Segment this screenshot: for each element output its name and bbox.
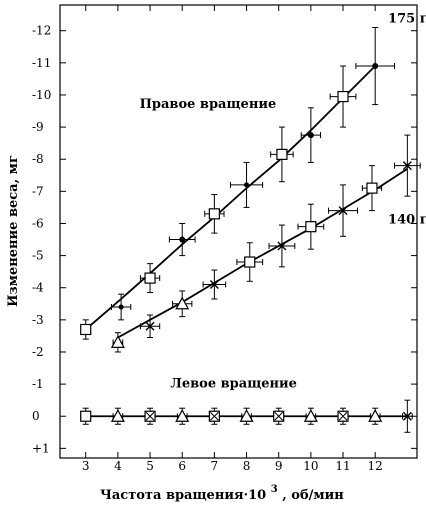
point-marker-cross: [338, 411, 348, 421]
point-marker-square: [80, 410, 92, 422]
point-marker-x: [338, 206, 348, 216]
series-label: 140 г: [388, 212, 426, 227]
y-tick-label: -3: [32, 313, 44, 327]
x-axis-label: Частота вращения·10 3 , об/мин: [100, 481, 344, 503]
point-marker-cross: [145, 411, 155, 421]
series-line: [117, 168, 408, 339]
point-marker-plus: [118, 304, 124, 310]
y-tick-label: -8: [32, 152, 44, 166]
point-marker-triangle: [175, 296, 190, 310]
y-tick-label: -12: [32, 24, 51, 38]
chart-labels: Изменение веса, мг Частота вращения·10 3…: [6, 12, 426, 503]
x-axis-label-unit: , об/мин: [282, 488, 344, 503]
point-marker-cross: [210, 411, 219, 421]
annotation-label: Левое вращение: [170, 376, 297, 391]
y-tick-label: 0: [32, 409, 40, 423]
annotation-label: Правое вращение: [140, 97, 277, 112]
y-tick-label: -5: [32, 249, 44, 263]
x-axis-label-superscript: 3: [271, 484, 278, 495]
x-tick-label: 5: [146, 459, 154, 473]
y-tick-label: -2: [32, 345, 44, 359]
point-marker-triangle: [239, 408, 254, 422]
y-tick-label: -1: [32, 377, 44, 391]
y-tick-label: -4: [32, 281, 44, 295]
y-tick-label: -11: [32, 56, 51, 70]
point-marker-x: [145, 321, 155, 331]
chart-ticks: [60, 5, 417, 458]
point-marker-square: [305, 221, 317, 233]
point-marker-triangle: [110, 335, 125, 348]
plot-frame: [59, 4, 418, 459]
y-tick-label: +1: [32, 441, 50, 455]
point-marker-dot: [179, 236, 186, 243]
point-marker-plus: [244, 182, 250, 188]
point-marker-triangle: [110, 408, 125, 422]
point-marker-triangle: [303, 408, 318, 422]
x-tick-label: 11: [335, 459, 350, 473]
point-marker-x: [277, 241, 287, 251]
point-marker-dot: [307, 132, 314, 139]
point-marker-square: [244, 256, 256, 268]
point-marker-square: [80, 323, 92, 336]
x-tick-label: 12: [368, 459, 383, 473]
point-marker-cross: [274, 411, 284, 421]
x-tick-label: 10: [303, 459, 318, 473]
point-marker-triangle: [175, 408, 190, 422]
x-tick-label: 4: [114, 459, 122, 473]
point-marker-x: [402, 411, 412, 421]
point-marker-square: [208, 208, 220, 220]
y-tick-label: -10: [32, 88, 51, 102]
series-label: 175 г: [388, 12, 426, 27]
point-marker-x: [402, 161, 412, 171]
x-tick-label: 7: [211, 459, 219, 473]
point-marker-x: [209, 280, 219, 290]
y-tick-label: -9: [32, 120, 44, 134]
x-axis-label-main: Частота вращения·10: [100, 488, 266, 503]
point-marker-square: [366, 182, 378, 194]
point-marker-square: [144, 272, 156, 284]
x-tick-label: 3: [82, 459, 90, 473]
y-axis-label: Изменение веса, мг: [6, 155, 21, 307]
point-marker-square: [337, 90, 349, 103]
point-marker-triangle: [368, 408, 383, 422]
chart-marks: [80, 26, 421, 433]
y-tick-label: -6: [32, 216, 44, 230]
x-tick-label: 8: [243, 459, 251, 473]
x-tick-label: 9: [275, 459, 283, 473]
y-tick-label: -7: [32, 184, 44, 198]
x-tick-label: 6: [178, 459, 186, 473]
point-marker-dot: [372, 63, 379, 70]
point-marker-square: [276, 148, 288, 160]
series-line: [85, 65, 376, 331]
